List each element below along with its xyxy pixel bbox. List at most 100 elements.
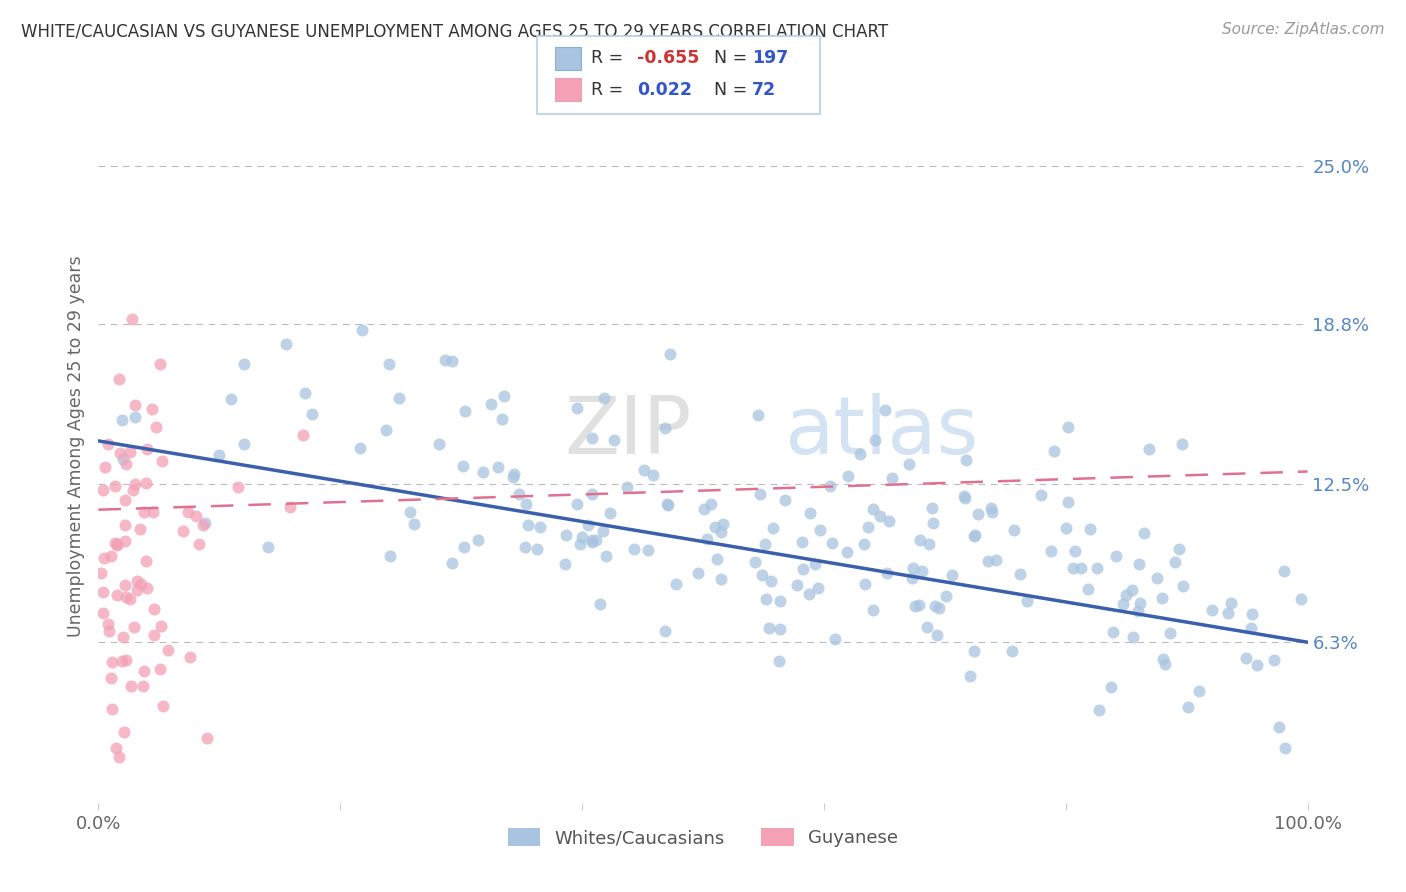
Point	[657, 499, 679, 513]
Point	[1057, 495, 1080, 509]
Point	[790, 535, 813, 549]
Point	[703, 519, 725, 533]
Point	[472, 465, 495, 479]
Point	[143, 628, 166, 642]
Point	[149, 618, 172, 632]
Point	[1187, 683, 1209, 698]
Point	[515, 541, 537, 555]
Point	[508, 487, 530, 501]
Point	[120, 592, 142, 607]
Point	[824, 632, 846, 646]
Point	[100, 549, 122, 564]
Point	[567, 401, 589, 415]
Point	[111, 631, 134, 645]
Point	[107, 749, 129, 764]
Point	[820, 535, 842, 549]
Point	[1001, 643, 1024, 657]
Point	[1240, 621, 1263, 635]
Point	[748, 487, 770, 501]
Point	[388, 391, 411, 405]
Point	[188, 537, 211, 551]
Point	[427, 437, 450, 451]
Point	[132, 679, 155, 693]
Point	[150, 454, 173, 468]
Point	[799, 587, 821, 601]
Point	[114, 493, 136, 508]
Point	[852, 537, 875, 551]
Point	[849, 447, 872, 461]
Point	[911, 565, 934, 579]
Point	[908, 598, 931, 612]
Point	[292, 427, 315, 442]
Point	[758, 621, 780, 635]
Text: WHITE/CAUCASIAN VS GUYANESE UNEMPLOYMENT AMONG AGES 25 TO 29 YEARS CORRELATION C: WHITE/CAUCASIAN VS GUYANESE UNEMPLOYMENT…	[21, 22, 889, 40]
Point	[966, 507, 988, 521]
Point	[592, 524, 614, 538]
Point	[581, 487, 603, 501]
Point	[1133, 525, 1156, 540]
Point	[976, 554, 998, 568]
Point	[655, 497, 678, 511]
Point	[880, 471, 903, 485]
Point	[114, 517, 136, 532]
Point	[349, 442, 371, 456]
Point	[453, 540, 475, 554]
Point	[135, 554, 157, 568]
Point	[904, 599, 927, 614]
Point	[1070, 560, 1092, 574]
Point	[1263, 653, 1285, 667]
Point	[747, 409, 769, 423]
Point	[665, 576, 688, 591]
Point	[129, 577, 152, 591]
Point	[754, 537, 776, 551]
Point	[111, 451, 134, 466]
Point	[1150, 591, 1173, 606]
Point	[1105, 549, 1128, 563]
Point	[115, 457, 138, 471]
Point	[941, 568, 963, 582]
Point	[122, 483, 145, 497]
Point	[876, 566, 898, 580]
Point	[1002, 523, 1025, 537]
Point	[1121, 582, 1143, 597]
Point	[301, 407, 323, 421]
Point	[1078, 523, 1101, 537]
Point	[108, 446, 131, 460]
Point	[959, 669, 981, 683]
Point	[963, 529, 986, 543]
Point	[595, 549, 617, 563]
Point	[100, 671, 122, 685]
Point	[141, 402, 163, 417]
Point	[1040, 544, 1063, 558]
Point	[710, 524, 733, 539]
Point	[935, 589, 957, 603]
Point	[1241, 607, 1264, 621]
Point	[917, 537, 939, 551]
Point	[97, 624, 120, 638]
Y-axis label: Unemployment Among Ages 25 to 29 years: Unemployment Among Ages 25 to 29 years	[66, 255, 84, 637]
Point	[440, 556, 463, 570]
Point	[1137, 442, 1160, 457]
Point	[955, 453, 977, 467]
Point	[755, 591, 778, 606]
Point	[984, 552, 1007, 566]
Point	[1015, 594, 1038, 608]
Point	[696, 532, 718, 546]
Point	[576, 517, 599, 532]
Text: 72: 72	[752, 81, 776, 99]
Point	[589, 597, 612, 611]
Point	[1085, 561, 1108, 575]
Point	[602, 434, 624, 448]
Point	[1216, 606, 1239, 620]
Point	[875, 403, 897, 417]
Text: R =: R =	[591, 81, 623, 99]
Point	[105, 588, 128, 602]
Point	[104, 536, 127, 550]
Point	[101, 656, 124, 670]
Point	[862, 502, 884, 516]
Point	[1246, 657, 1268, 672]
Point	[104, 478, 127, 492]
Point	[593, 392, 616, 406]
Point	[981, 505, 1004, 519]
Point	[585, 533, 607, 548]
